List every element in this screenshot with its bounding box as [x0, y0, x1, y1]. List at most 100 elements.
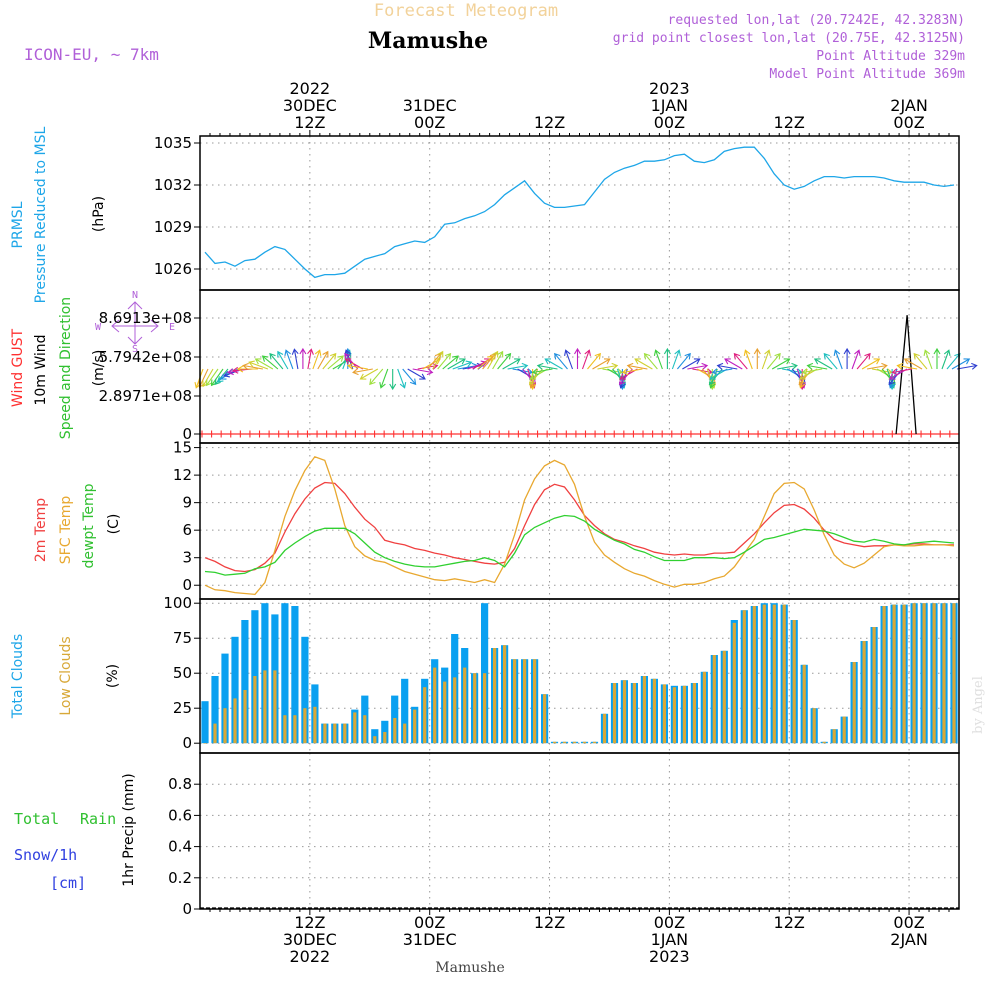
- low-cloud-bar: [263, 670, 267, 744]
- low-cloud-bar: [852, 662, 856, 744]
- gust-marker: [351, 430, 359, 438]
- gust-marker: [668, 430, 676, 438]
- wind-arrow: [536, 362, 558, 370]
- gust-marker: [284, 430, 292, 438]
- wind-arrow: [682, 358, 701, 370]
- gust-marker: [227, 430, 235, 438]
- wind-arrow: [801, 368, 823, 376]
- wind-arrow: [369, 368, 384, 386]
- gust-marker: [591, 430, 599, 438]
- wind-arrow: [242, 362, 263, 370]
- credit-watermark: by Angel: [971, 676, 986, 734]
- wind-arrow: [903, 358, 923, 370]
- gust-marker: [601, 430, 609, 438]
- wind-arrow: [896, 362, 918, 370]
- top-time-label: 12Z: [774, 113, 805, 132]
- gust-marker: [524, 430, 532, 438]
- wind-arrow: [432, 350, 444, 370]
- wind-arrow: [307, 348, 314, 370]
- wind-arrow: [452, 360, 473, 370]
- wind-arrow: [592, 358, 611, 370]
- wind-compass: N S W E: [95, 290, 175, 355]
- wind-unit: (m/s): [91, 350, 107, 387]
- low-cloud-bar: [353, 712, 357, 744]
- wind-arrow: [248, 360, 269, 370]
- location-title: Mamushe: [368, 28, 488, 54]
- wind-arrow: [843, 347, 851, 369]
- y-tick-label: 50: [173, 664, 192, 682]
- top-time-label: 2023: [649, 79, 690, 98]
- wind-arrow: [676, 352, 691, 370]
- gust-marker: [658, 430, 666, 438]
- total-cloud-bar: [281, 603, 289, 744]
- wind-arrow: [643, 352, 658, 370]
- wind-arrow: [671, 349, 681, 370]
- pressure-frame: [199, 135, 960, 291]
- low-cloud-bar: [922, 603, 926, 744]
- y-tick-label: 8.6913e+08: [99, 309, 192, 327]
- y-tick-label: 0.4: [168, 838, 192, 856]
- low-cloud-bar: [533, 659, 537, 744]
- total-cloud-bar: [241, 620, 249, 744]
- low-cloud-bar: [553, 741, 557, 744]
- gust-marker: [649, 430, 657, 438]
- low-cloud-bar: [383, 732, 387, 744]
- gust-marker: [687, 430, 695, 438]
- low-cloud-bar: [612, 683, 617, 744]
- wind-arrow: [317, 350, 329, 370]
- gust-marker: [361, 430, 369, 438]
- wind-arrow: [236, 365, 258, 373]
- gust-marker: [371, 430, 379, 438]
- gust-marker: [380, 430, 388, 438]
- low-cloud-bar: [443, 681, 447, 744]
- wind-arrow: [766, 352, 781, 370]
- temp-dewpt-line: [204, 514, 955, 576]
- top-time-label: 2JAN: [890, 96, 928, 115]
- gust-marker: [850, 430, 858, 438]
- gust-marker: [744, 430, 752, 438]
- gust-marker: [821, 430, 829, 438]
- wind-arrow: [823, 352, 838, 370]
- wind-arrow: [231, 366, 253, 374]
- wind-arrow: [716, 362, 738, 370]
- wind-arrow: [312, 349, 322, 370]
- bottom-time-label: 2023: [649, 947, 690, 966]
- temp-sfc-label: SFC Temp: [58, 496, 74, 565]
- pressure-unit: (hPa): [91, 196, 107, 232]
- gust-marker: [860, 430, 868, 438]
- wind-arrow: [554, 352, 568, 370]
- precip-frame: [199, 752, 960, 910]
- temp-2m-label: 2m Temp: [33, 498, 49, 562]
- gust-marker: [620, 430, 628, 438]
- low-cloud-bar: [792, 620, 796, 744]
- wind-arrow: [833, 349, 843, 370]
- wind-arrow: [653, 349, 663, 370]
- low-cloud-bar: [503, 645, 507, 744]
- low-cloud-bar: [483, 673, 487, 744]
- top-time-label: 30DEC: [283, 96, 337, 115]
- pressure-side-labels: PRMSL Pressure Reduced to MSL (hPa): [10, 126, 107, 303]
- wind-arrow: [402, 368, 417, 386]
- grid-layer: [200, 136, 959, 910]
- wind-arrow: [634, 358, 653, 370]
- low-cloud-bar: [403, 723, 407, 744]
- gust-marker: [466, 430, 474, 438]
- wind-arrow: [597, 362, 619, 370]
- wind-arrow: [813, 358, 833, 370]
- wind-arrow: [327, 355, 345, 370]
- gust-marker: [581, 430, 589, 438]
- precip-side-labels: Total Rain Snow/1h [cm] 1hr Precip (mm): [14, 773, 137, 892]
- low-cloud-bar: [562, 741, 567, 744]
- gust-marker: [888, 430, 896, 438]
- gust-marker: [303, 430, 311, 438]
- wind-arrow: [352, 368, 373, 376]
- y-tick-label: 0: [182, 425, 192, 443]
- gust-marker: [697, 430, 705, 438]
- gust-marker: [217, 430, 225, 438]
- model-label: ICON-EU, ~ 7km: [24, 45, 159, 64]
- low-cloud-bar: [543, 694, 547, 744]
- gust-marker: [754, 430, 762, 438]
- gust-marker: [629, 430, 637, 438]
- wind-arrow: [867, 362, 888, 370]
